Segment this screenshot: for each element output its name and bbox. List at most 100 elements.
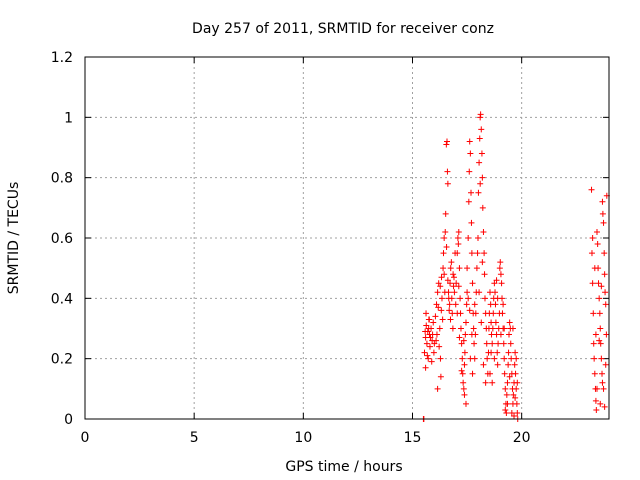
data-point bbox=[514, 379, 521, 386]
data-point bbox=[496, 265, 503, 272]
data-point bbox=[509, 325, 516, 332]
data-point bbox=[430, 349, 437, 356]
data-point bbox=[501, 355, 508, 362]
data-point bbox=[481, 271, 488, 278]
data-point bbox=[468, 250, 475, 257]
x-tick-label: 5 bbox=[190, 430, 199, 446]
data-point bbox=[491, 280, 498, 287]
y-tick-label: 0 bbox=[64, 412, 73, 428]
data-point bbox=[475, 189, 482, 196]
data-point bbox=[591, 355, 598, 362]
data-point bbox=[465, 198, 472, 205]
data-point bbox=[444, 277, 451, 284]
data-point bbox=[435, 280, 442, 287]
data-point bbox=[502, 385, 509, 392]
data-point bbox=[443, 244, 450, 251]
data-point bbox=[601, 271, 608, 278]
data-point bbox=[461, 391, 468, 398]
data-point bbox=[513, 400, 520, 407]
data-point bbox=[603, 331, 610, 338]
data-point bbox=[452, 301, 459, 308]
data-point bbox=[471, 301, 478, 308]
data-point bbox=[602, 361, 609, 368]
data-point bbox=[474, 250, 481, 257]
data-point bbox=[599, 370, 606, 377]
data-point bbox=[425, 355, 432, 362]
data-point bbox=[489, 325, 496, 332]
data-point bbox=[465, 235, 472, 241]
chart-title: Day 257 of 2011, SRMTID for receiver con… bbox=[192, 21, 494, 37]
data-point bbox=[467, 150, 474, 157]
data-point bbox=[598, 283, 605, 290]
data-point bbox=[489, 340, 496, 347]
data-point bbox=[599, 210, 606, 217]
data-point bbox=[479, 174, 486, 181]
data-point bbox=[460, 379, 467, 386]
data-point bbox=[491, 355, 498, 362]
data-point bbox=[593, 406, 600, 413]
data-point bbox=[481, 250, 488, 257]
data-point bbox=[423, 340, 430, 347]
data-point bbox=[457, 295, 464, 302]
data-point bbox=[502, 406, 509, 413]
data-point bbox=[456, 265, 463, 272]
data-point bbox=[462, 331, 469, 338]
data-point bbox=[478, 126, 485, 133]
data-point bbox=[438, 274, 445, 281]
data-point bbox=[459, 370, 466, 377]
data-point bbox=[461, 349, 468, 356]
data-point bbox=[597, 340, 604, 347]
data-point bbox=[497, 271, 504, 278]
data-point bbox=[483, 340, 490, 347]
data-point bbox=[449, 310, 456, 317]
data-point bbox=[428, 358, 435, 365]
data-point bbox=[512, 394, 519, 401]
data-point bbox=[458, 340, 465, 347]
data-point bbox=[506, 331, 513, 338]
data-point bbox=[500, 301, 507, 308]
data-point bbox=[449, 325, 456, 332]
data-point bbox=[495, 340, 502, 347]
data-point bbox=[477, 111, 484, 118]
data-point bbox=[450, 274, 457, 281]
data-point bbox=[469, 280, 476, 287]
data-point bbox=[511, 361, 518, 368]
data-point bbox=[476, 135, 483, 142]
data-point bbox=[441, 271, 448, 278]
data-point bbox=[444, 180, 451, 187]
data-point bbox=[479, 204, 486, 211]
y-tick-label: 0.6 bbox=[51, 231, 73, 247]
data-point bbox=[459, 355, 466, 362]
data-point bbox=[471, 340, 478, 347]
data-point bbox=[596, 295, 603, 302]
data-point bbox=[454, 235, 461, 241]
data-point bbox=[438, 307, 445, 314]
data-point bbox=[599, 198, 606, 205]
data-point bbox=[439, 316, 446, 323]
data-point bbox=[512, 349, 519, 356]
data-point bbox=[440, 265, 447, 272]
data-point bbox=[426, 316, 433, 323]
data-point bbox=[595, 280, 602, 287]
data-point bbox=[511, 412, 518, 419]
data-point bbox=[431, 340, 438, 347]
data-point bbox=[433, 301, 440, 308]
data-point bbox=[480, 361, 487, 368]
data-point bbox=[460, 337, 467, 344]
data-point bbox=[430, 319, 437, 326]
data-point bbox=[434, 385, 441, 392]
data-point bbox=[492, 319, 499, 326]
data-point bbox=[513, 355, 520, 362]
data-point bbox=[442, 228, 449, 235]
data-point bbox=[444, 168, 451, 175]
y-tick-label: 1 bbox=[64, 110, 73, 126]
data-point bbox=[462, 400, 469, 407]
data-point bbox=[504, 400, 511, 407]
data-point bbox=[590, 310, 597, 317]
data-point bbox=[478, 150, 485, 157]
data-point bbox=[592, 331, 599, 338]
data-point bbox=[493, 277, 500, 284]
y-tick-label: 0.2 bbox=[51, 352, 73, 368]
data-point bbox=[442, 210, 449, 217]
